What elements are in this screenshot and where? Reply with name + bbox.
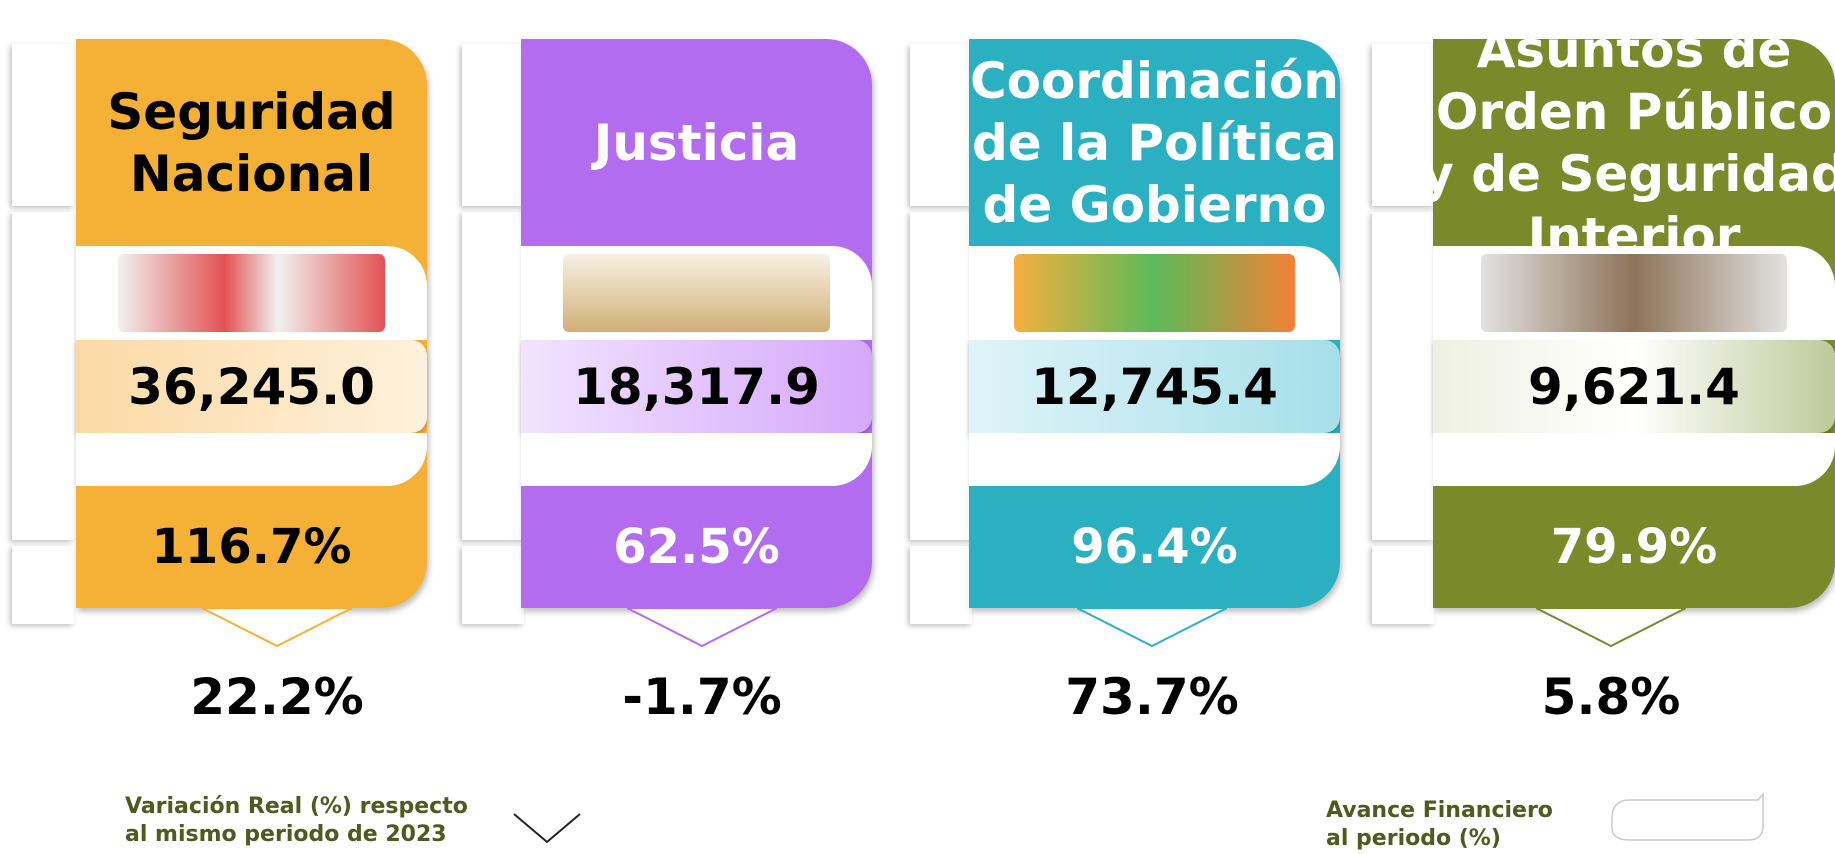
card-title: Asuntos de Orden Público y de Seguridad Int… xyxy=(1421,21,1835,265)
category-card: Seguridad Nacional 36,245.0 116.7% xyxy=(76,39,427,608)
title-line: Asuntos de xyxy=(1476,20,1792,79)
card-gap xyxy=(76,433,427,486)
title-line: Orden Público xyxy=(1435,82,1833,141)
legend-text: al mismo periodo de 2023 xyxy=(125,822,447,847)
image-placeholder xyxy=(1481,254,1787,332)
side-tab xyxy=(910,212,972,540)
title-line: Seguridad xyxy=(107,82,396,141)
card-image xyxy=(76,246,427,340)
category-card: Justicia 18,317.9 62.5% xyxy=(521,39,872,608)
image-placeholder xyxy=(1013,254,1296,332)
side-tab xyxy=(1372,212,1434,540)
side-tab xyxy=(1372,546,1434,624)
amount: 12,745.4 xyxy=(969,340,1340,433)
card-title: Justicia xyxy=(521,39,872,246)
card-gap xyxy=(521,433,872,486)
variacion-percent: 22.2% xyxy=(190,668,364,726)
category-card: Asuntos de Orden Público y de Seguridad Int… xyxy=(1421,21,1835,608)
title-line: y de Seguridad xyxy=(1421,144,1835,203)
card-gap xyxy=(1433,433,1835,486)
variacion-percent: 73.7% xyxy=(1065,668,1239,726)
chevron-shape xyxy=(1077,608,1227,648)
chevron xyxy=(202,608,352,648)
amount: 9,621.4 xyxy=(1433,340,1835,433)
title-line: de la Política xyxy=(971,113,1338,172)
chevron-shape xyxy=(627,608,777,648)
chevron xyxy=(1077,608,1227,648)
side-tab xyxy=(462,546,524,624)
legend-avance: Avance Financiero al periodo (%) xyxy=(1326,797,1553,853)
card-title: Seguridad Nacional xyxy=(76,39,427,246)
variacion-percent: -1.7% xyxy=(622,668,782,726)
legend-card-icon xyxy=(1611,791,1764,841)
title-line: Coordinación xyxy=(969,51,1340,110)
amount: 18,317.9 xyxy=(521,340,872,433)
legend-text: Avance Financiero xyxy=(1326,798,1553,823)
chevron-shape xyxy=(1536,608,1686,648)
image-placeholder xyxy=(563,254,830,332)
title-line: Nacional xyxy=(129,144,374,203)
image-placeholder xyxy=(118,254,385,332)
legend-variacion: Variación Real (%) respecto al mismo per… xyxy=(125,793,468,849)
chevron-shape xyxy=(202,608,352,648)
side-tab xyxy=(12,546,74,624)
title-line: Justicia xyxy=(593,113,800,172)
legend-text: Variación Real (%) respecto xyxy=(125,794,468,819)
avance-percent: 79.9% xyxy=(1550,519,1718,575)
side-tab xyxy=(462,212,524,540)
side-tab xyxy=(462,44,524,206)
side-tab xyxy=(12,44,74,206)
chevron xyxy=(1536,608,1686,648)
card-image xyxy=(1433,246,1835,340)
card-title: Coordinación de la Política de Gobierno xyxy=(969,39,1340,246)
card-gap xyxy=(969,433,1340,486)
amount: 36,245.0 xyxy=(76,340,427,433)
legend-chevron-icon xyxy=(513,813,581,844)
side-tab xyxy=(12,212,74,540)
title-line: de Gobierno xyxy=(982,175,1327,234)
side-tab xyxy=(910,44,972,206)
variacion-percent: 5.8% xyxy=(1541,668,1681,726)
chevron xyxy=(627,608,777,648)
avance-percent: 116.7% xyxy=(151,519,352,575)
legend-text: al periodo (%) xyxy=(1326,826,1501,851)
avance-percent: 62.5% xyxy=(613,519,780,575)
avance-percent: 96.4% xyxy=(1071,519,1238,575)
card-image xyxy=(521,246,872,340)
category-card: Coordinación de la Política de Gobierno 12,… xyxy=(969,39,1340,608)
side-tab xyxy=(1372,44,1434,206)
card-image xyxy=(969,246,1340,340)
side-tab xyxy=(910,546,972,624)
